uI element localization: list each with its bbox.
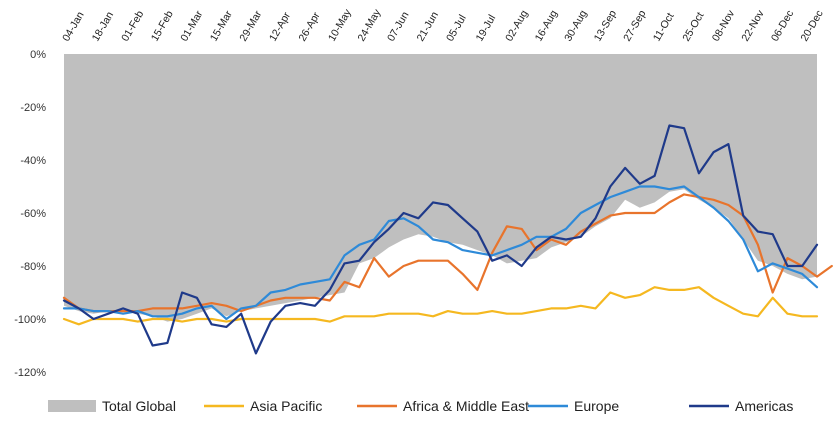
x-tick-label: 18-Jan: [90, 10, 117, 44]
x-tick-label: 11-Oct: [651, 11, 677, 44]
x-tick-label: 12-Apr: [267, 10, 293, 44]
x-tick-label: 22-Nov: [739, 8, 767, 44]
x-tick-label: 08-Nov: [710, 8, 738, 44]
legend-item-africa-middle-east: Africa & Middle East: [357, 398, 529, 414]
legend-item-americas: Americas: [689, 398, 793, 414]
y-tick-label: -40%: [20, 155, 46, 167]
x-tick-label: 29-Mar: [237, 8, 264, 43]
legend-label: Total Global: [102, 398, 176, 414]
legend-label: Americas: [735, 398, 793, 414]
x-tick-label: 05-Jul: [444, 13, 469, 44]
legend-label: Europe: [574, 398, 619, 414]
y-tick-label: 0%: [30, 49, 46, 61]
y-tick-label: -20%: [20, 102, 46, 114]
x-tick-label: 15-Mar: [208, 8, 235, 43]
x-tick-label: 30-Aug: [562, 8, 589, 43]
y-tick-label: -80%: [20, 261, 46, 273]
area-layer: [64, 54, 817, 322]
x-tick-label: 06-Dec: [769, 8, 796, 43]
x-tick-label: 26-Apr: [296, 10, 322, 44]
x-tick-label: 04-Jan: [60, 10, 87, 44]
x-tick-label: 19-Jul: [474, 13, 499, 44]
series-line-europe: [62, 185, 819, 321]
x-tick-label: 13-Sep: [592, 8, 619, 43]
x-tick-label: 15-Feb: [149, 9, 176, 44]
series-area-total-global: [64, 54, 817, 322]
legend-label: Africa & Middle East: [403, 398, 529, 414]
y-tick-label: -60%: [20, 208, 46, 220]
legend-label: Asia Pacific: [250, 398, 322, 414]
x-tick-label: 20-Dec: [798, 8, 825, 43]
x-tick-label: 27-Sep: [621, 8, 648, 43]
legend-item-asia-pacific: Asia Pacific: [204, 398, 322, 414]
x-tick-label: 01-Feb: [119, 9, 146, 44]
x-tick-label: 01-Mar: [178, 8, 205, 43]
y-tick-label: -100%: [14, 314, 46, 326]
series-line-africa-middle-east: [62, 193, 833, 313]
y-axis: 0% -20% -40% -60% -80% -100% -120%: [14, 49, 46, 379]
x-tick-label: 24-May: [355, 7, 383, 44]
x-axis: 04-Jan 18-Jan 01-Feb 15-Feb 01-Mar 15-Mar 29-M…: [60, 7, 826, 44]
x-tick-label: 25-Oct: [680, 10, 706, 43]
x-tick-label: 21-Jun: [415, 10, 442, 44]
x-tick-label: 02-Aug: [503, 8, 530, 43]
series-line-americas: [62, 124, 819, 355]
x-tick-label: 10-May: [326, 7, 354, 44]
y-tick-label: -120%: [14, 367, 46, 379]
legend-swatch: [48, 400, 96, 412]
legend: Total Global Asia Pacific Africa & Middle …: [48, 398, 793, 414]
series-line-asia-pacific: [62, 286, 819, 326]
x-tick-label: 16-Aug: [533, 8, 560, 43]
legend-item-europe: Europe: [528, 398, 619, 414]
lines-layer: [62, 124, 833, 355]
x-tick-label: 07-Jun: [385, 10, 412, 44]
legend-item-total-global: Total Global: [48, 398, 176, 414]
